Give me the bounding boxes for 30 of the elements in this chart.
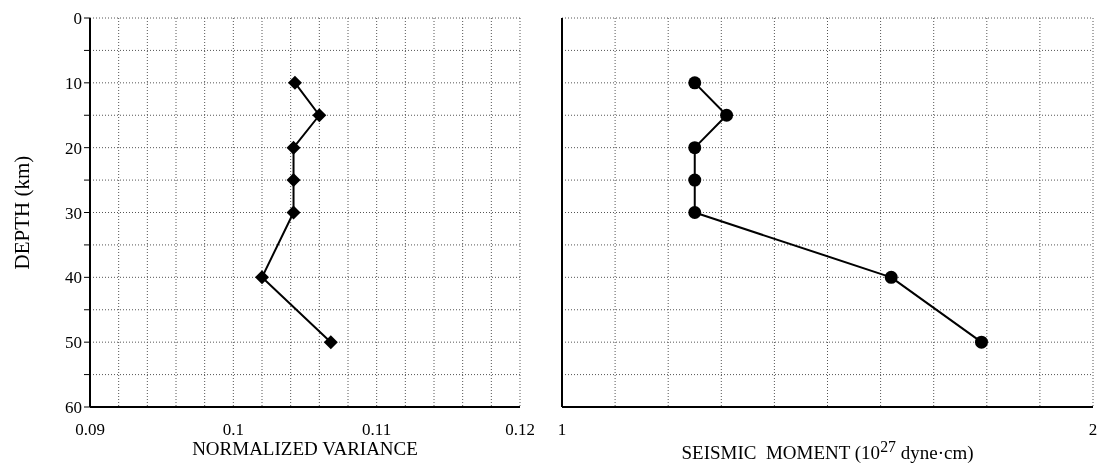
x-tick-label: 1 — [557, 420, 567, 440]
point — [286, 205, 301, 220]
point — [255, 270, 269, 285]
y-tick-label: 20 — [65, 138, 82, 158]
point — [688, 141, 702, 155]
point — [312, 108, 327, 123]
point — [688, 173, 702, 187]
y-tick-label: 0 — [73, 9, 82, 29]
x-axis-title: SEISMIC MOMENT (10$^{27}$ dyne·cm) — [680, 438, 975, 465]
point — [720, 108, 734, 122]
x-tick-label: 2 — [1088, 420, 1098, 440]
y-tick-label: 60 — [65, 398, 82, 418]
point — [286, 140, 301, 155]
y-tick-label: 40 — [65, 268, 82, 288]
x-axis-title: NORMALIZED VARIANCE — [191, 438, 419, 460]
x-tick-label: 0.12 — [505, 420, 535, 440]
point — [688, 76, 702, 90]
point — [884, 270, 898, 284]
point — [688, 206, 702, 219]
point — [286, 173, 301, 188]
point — [287, 75, 302, 90]
point — [974, 335, 988, 349]
y-tick-label: 50 — [65, 333, 82, 353]
y-axis-title: DEPTH (km) — [10, 155, 35, 270]
y-tick-label: 30 — [65, 203, 82, 223]
x-tick-label: 0.11 — [362, 420, 392, 440]
x-tick-label: 0.1 — [222, 420, 244, 440]
y-tick-label: 10 — [65, 73, 82, 93]
point — [323, 335, 338, 350]
x-tick-label: 0.09 — [75, 420, 105, 440]
